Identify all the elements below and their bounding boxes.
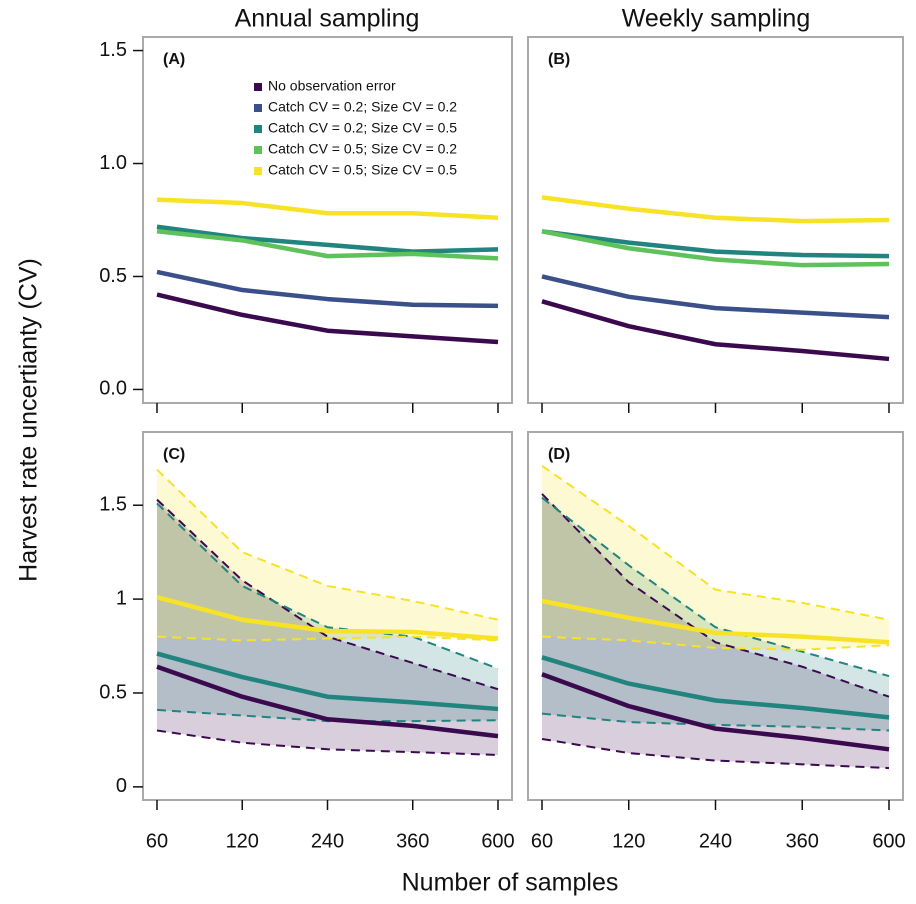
ci-lower <box>156 635 499 642</box>
x-tick-label: 240 <box>699 830 732 852</box>
x-tick-label: 360 <box>786 830 819 852</box>
y-tick-label: 0.0 <box>99 378 127 400</box>
y-tick-label: 1.0 <box>99 152 127 174</box>
ci-band <box>157 503 498 722</box>
legend-label: Catch CV = 0.2; Size CV = 0.2 <box>268 99 457 115</box>
ci-upper <box>541 496 890 678</box>
legend-swatch <box>254 167 262 175</box>
y-tick-label: 1.5 <box>99 39 127 61</box>
series-line <box>156 224 499 254</box>
series-line <box>156 229 499 261</box>
ci-upper <box>156 468 499 621</box>
x-tick-label: 600 <box>872 830 905 852</box>
y-tick-label: 0.5 <box>99 265 127 287</box>
series-line <box>541 655 890 720</box>
x-tick-label: 60 <box>531 830 553 852</box>
series-line <box>156 651 499 712</box>
x-tick-label: 120 <box>612 830 645 852</box>
ci-band <box>157 499 498 755</box>
x-tick-label: 360 <box>396 830 429 852</box>
y-tick-label: 0 <box>116 775 127 797</box>
legend-swatch <box>254 104 262 112</box>
series-line <box>156 197 499 220</box>
panel-label: (A) <box>163 51 185 68</box>
x-tick-label: 60 <box>146 830 168 852</box>
legend-label: Catch CV = 0.5; Size CV = 0.2 <box>268 141 457 157</box>
ci-band <box>542 493 889 769</box>
y-tick-label: 0.5 <box>99 681 127 703</box>
ci-lower <box>541 737 890 770</box>
ci-upper <box>156 498 499 691</box>
legend-label: Catch CV = 0.2; Size CV = 0.5 <box>268 120 457 136</box>
ci-band <box>157 469 498 641</box>
ci-upper <box>156 502 499 670</box>
legend-swatch <box>254 83 262 91</box>
legend-label: No observation error <box>268 78 396 94</box>
x-tick-label: 240 <box>311 830 344 852</box>
series-line <box>541 229 890 259</box>
ci-lower <box>156 729 499 756</box>
panel-label: (C) <box>163 446 185 463</box>
x-tick-label: 120 <box>226 830 259 852</box>
series-line <box>156 292 499 345</box>
legend-swatch <box>254 146 262 154</box>
ci-lower <box>541 635 890 651</box>
y-tick-label: 1 <box>116 587 127 609</box>
series-line <box>541 672 890 752</box>
y-tick-label: 1.5 <box>99 494 127 516</box>
column-title: Weekly sampling <box>622 5 811 33</box>
column-title: Annual sampling <box>235 5 420 33</box>
series-line <box>541 299 890 362</box>
ci-upper <box>541 493 890 698</box>
ci-upper <box>541 464 890 621</box>
ci-lower <box>541 712 890 732</box>
x-tick-label: 600 <box>481 830 514 852</box>
y-axis-label: Harvest rate uncertianty (CV) <box>15 258 43 582</box>
series-line <box>156 595 499 641</box>
panel-label: (D) <box>548 446 570 463</box>
series-line <box>541 274 890 320</box>
legend-label: Catch CV = 0.5; Size CV = 0.5 <box>268 162 457 178</box>
legend-swatch <box>254 125 262 133</box>
ci-band <box>542 465 889 650</box>
series-line <box>541 195 890 224</box>
panel-label: (B) <box>548 51 570 68</box>
series-line <box>541 229 890 268</box>
x-axis-label: Number of samples <box>402 869 619 897</box>
series-line <box>156 269 499 309</box>
series-line <box>156 664 499 739</box>
ci-band <box>542 497 889 731</box>
series-line <box>541 598 890 645</box>
